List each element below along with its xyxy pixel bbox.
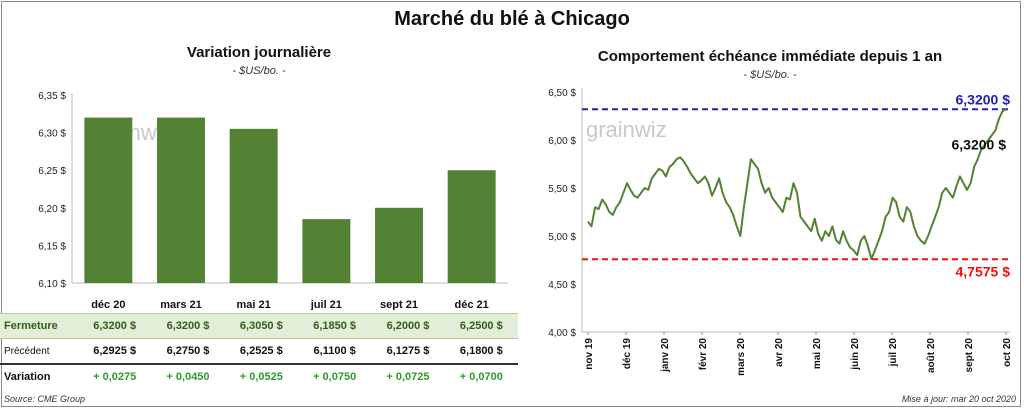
cell: 6,1100 $: [313, 345, 356, 357]
bar: [447, 170, 496, 283]
x-tick-label: mai 20: [812, 338, 823, 370]
y-tick-label: 6,25 $: [38, 166, 66, 177]
x-tick-label: janv 20: [660, 338, 671, 373]
y-tick-label: 6,20 $: [38, 204, 66, 215]
cell: 6,2925 $: [93, 345, 137, 357]
x-tick-label: mars 20: [736, 338, 747, 376]
table-row-close: Fermeture 6,3200 $ 6,3200 $ 6,3050 $ 6,1…: [0, 313, 518, 339]
cell: + 0,0750: [297, 363, 372, 389]
bar: [84, 117, 133, 283]
x-tick-label: mars 21: [160, 299, 202, 310]
cell: + 0,0450: [151, 363, 225, 389]
cell: 6,1275 $: [386, 345, 430, 357]
cell: + 0,0525: [224, 363, 298, 389]
price-series-line: [587, 108, 1007, 260]
cell: 6,3200 $: [151, 313, 225, 339]
x-tick-label: déc 20: [91, 299, 125, 310]
page-title: Marché du blé à Chicago: [394, 8, 630, 30]
update-note: Mise à jour: mar 20 oct 2020: [901, 394, 1016, 404]
y-tick-label: 6,10 $: [38, 279, 66, 290]
cell: 6,2000 $: [371, 313, 445, 339]
price-table: Fermeture 6,3200 $ 6,3200 $ 6,3050 $ 6,1…: [0, 313, 518, 389]
low-reference-label: 4,7575 $: [956, 263, 1011, 279]
y-tick-label: 6,15 $: [38, 241, 66, 252]
watermark: grainwiz: [586, 117, 667, 142]
left-chart-title: Variation journalière: [186, 44, 332, 61]
x-tick-label: déc 21: [455, 299, 489, 310]
x-tick-label: févr 20: [698, 338, 709, 371]
high-reference-label: 6,3200 $: [956, 91, 1011, 107]
bar-chart: 6,10 $6,15 $6,20 $6,25 $6,30 $6,35 $grai…: [38, 91, 508, 310]
cell: 6,1800 $: [459, 345, 503, 357]
y-tick-label: 6,50 $: [548, 88, 576, 99]
y-tick-label: 6,35 $: [38, 91, 66, 102]
x-tick-label: sept 20: [964, 338, 975, 373]
cell: 6,3050 $: [224, 313, 298, 339]
bar: [157, 117, 205, 283]
x-tick-label: juil 20: [888, 338, 899, 368]
bar: [375, 207, 423, 283]
table-row-previous: Précédent 6,2925 $ 6,2750 $ 6,2525 $ 6,1…: [0, 339, 518, 365]
cell: 6,3200 $: [78, 313, 152, 339]
x-tick-label: nov 19: [584, 338, 595, 370]
right-chart-title: Comportement échéance immédiate depuis 1…: [597, 48, 943, 65]
y-tick-label: 6,00 $: [548, 136, 576, 147]
source-note: Source: CME Group: [4, 394, 86, 404]
cell: 6,2750 $: [166, 345, 210, 357]
x-tick-label: déc 19: [622, 338, 633, 370]
y-tick-label: 4,00 $: [548, 328, 576, 339]
cell: 6,2525 $: [239, 345, 283, 357]
right-chart-unit: - $US/bo. -: [743, 69, 797, 81]
x-tick-label: sept 21: [380, 299, 418, 310]
cell: 6,2500 $: [444, 313, 518, 339]
x-tick-label: mai 21: [237, 299, 271, 310]
bar: [302, 219, 351, 283]
y-tick-label: 5,50 $: [548, 184, 576, 195]
y-tick-label: 5,00 $: [548, 232, 576, 243]
cell: + 0,0275: [78, 363, 152, 389]
table-row-variation: Variation + 0,0275 + 0,0450 + 0,0525 + 0…: [0, 363, 518, 389]
x-tick-label: oct 20: [1002, 338, 1013, 367]
x-tick-label: juin 20: [850, 338, 861, 371]
y-tick-label: 6,30 $: [38, 129, 66, 140]
last-value-label: 6,3200 $: [952, 136, 1007, 152]
x-tick-label: avr 20: [774, 338, 785, 367]
bar: [229, 128, 278, 283]
row-label: Fermeture: [0, 313, 78, 339]
y-tick-label: 4,50 $: [548, 280, 576, 291]
row-label: Variation: [0, 363, 78, 389]
cell: + 0,0725: [371, 363, 445, 389]
cell: 6,1850 $: [297, 313, 372, 339]
row-label: Précédent: [4, 345, 50, 357]
x-tick-label: août 20: [926, 338, 937, 373]
left-chart-unit: - $US/bo. -: [232, 65, 286, 77]
cell: + 0,0700: [444, 363, 518, 389]
x-tick-label: juil 21: [310, 299, 342, 310]
